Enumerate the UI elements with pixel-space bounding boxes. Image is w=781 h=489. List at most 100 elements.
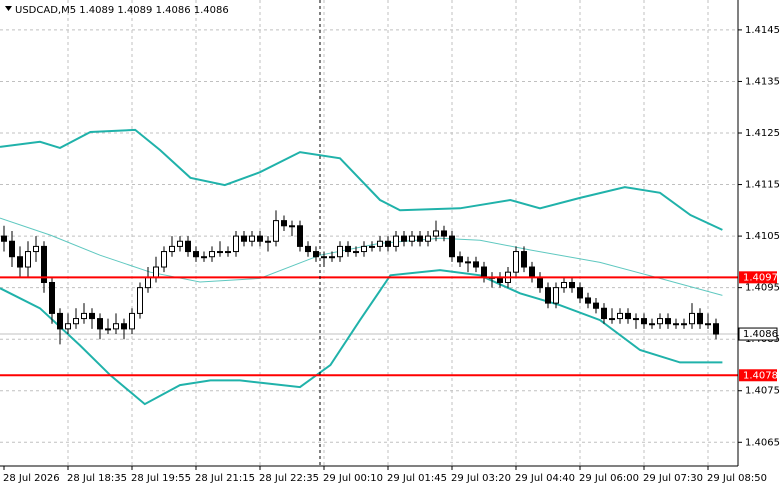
x-tick-label: 28 Jul 2026	[3, 473, 60, 484]
x-tick-label: 29 Jul 03:20	[451, 473, 511, 484]
candle-body	[321, 256, 327, 259]
candle-body	[281, 220, 287, 227]
candle-body	[185, 240, 191, 253]
candle-body	[705, 323, 711, 326]
candle-body	[681, 323, 687, 326]
candle-body	[449, 235, 455, 258]
candle-body	[609, 318, 615, 321]
x-tick-label: 29 Jul 06:00	[579, 473, 639, 484]
candle-body	[385, 240, 391, 247]
y-tick-label: 1.4135	[745, 76, 780, 87]
candle-body	[441, 230, 447, 237]
candle-body	[129, 312, 135, 330]
x-tick-label: 29 Jul 04:40	[515, 473, 575, 484]
x-tick-label: 28 Jul 21:15	[195, 473, 255, 484]
candle-body	[161, 251, 167, 268]
level-label: 1.4078	[743, 370, 778, 381]
candle-body	[625, 312, 631, 320]
y-tick-label: 1.4105	[745, 231, 780, 242]
candle-body	[137, 287, 143, 314]
candle-body	[465, 261, 471, 264]
candle-body	[145, 276, 151, 289]
level-label: 1.4097	[743, 272, 778, 283]
candle-body	[537, 276, 543, 289]
candle-body	[225, 251, 231, 254]
candle-body	[577, 287, 583, 299]
candle-body	[417, 235, 423, 242]
menu-triangle[interactable]	[5, 6, 12, 11]
y-tick-label: 1.4115	[745, 180, 780, 191]
candle-body	[73, 318, 79, 325]
candle-body	[617, 312, 623, 320]
candle-body	[201, 256, 207, 259]
bollinger-band	[0, 269, 723, 406]
price-label-box	[738, 327, 778, 341]
candle-body	[305, 245, 311, 253]
candle-body	[313, 251, 319, 258]
x-tick-label: 29 Jul 00:10	[323, 473, 383, 484]
candle-body	[209, 251, 215, 258]
candle-body	[545, 287, 551, 304]
level-label-box	[739, 271, 777, 284]
candle-body	[521, 251, 527, 268]
candle-body	[353, 251, 359, 254]
chart-title: USDCAD,M5 1.4089 1.4089 1.4086 1.4086	[15, 5, 229, 16]
level-label-box	[739, 369, 777, 382]
candle-body	[89, 312, 95, 320]
candle-body	[17, 256, 23, 268]
candle-body	[649, 323, 655, 326]
candle-body	[529, 266, 535, 278]
candle-body	[377, 240, 383, 247]
candle-body	[97, 318, 103, 330]
candle-body	[553, 287, 559, 304]
candle-body	[177, 240, 183, 247]
candle-body	[513, 251, 519, 273]
candle-body	[193, 251, 199, 258]
candle-body	[689, 312, 695, 325]
bollinger-band	[0, 128, 723, 231]
candle-body	[433, 230, 439, 237]
candle-body	[601, 307, 607, 320]
candle-body	[657, 318, 663, 325]
candle-body	[217, 251, 223, 254]
candle-body	[481, 266, 487, 278]
candle-body	[425, 235, 431, 242]
candle-body	[169, 245, 175, 253]
candle-body	[585, 297, 591, 304]
candle-body	[265, 240, 271, 243]
candle-body	[329, 256, 335, 259]
candle-body	[233, 235, 239, 253]
candle-body	[113, 323, 119, 330]
x-tick-label: 28 Jul 19:55	[131, 473, 191, 484]
candle-body	[409, 235, 415, 242]
candle-body	[121, 323, 127, 330]
candle-body	[713, 323, 719, 335]
candle-body	[273, 220, 279, 242]
candle-body	[297, 225, 303, 247]
candle-body	[369, 245, 375, 248]
candle-body	[65, 323, 71, 330]
candle-body	[633, 318, 639, 321]
candle-body	[41, 245, 47, 283]
grid	[0, 0, 738, 466]
candle-body	[337, 245, 343, 258]
candle-body	[561, 281, 567, 289]
candle-body	[1, 235, 7, 242]
x-tick-label: 28 Jul 22:35	[259, 473, 319, 484]
x-tick-label: 28 Jul 18:35	[67, 473, 127, 484]
candle-body	[673, 323, 679, 326]
candle-body	[345, 245, 351, 253]
candle-body	[473, 261, 479, 268]
price-label: 1.4086	[743, 329, 778, 340]
candle-body	[393, 235, 399, 247]
candle-body	[153, 266, 159, 278]
candle-body	[569, 281, 575, 289]
candle-body	[49, 281, 55, 314]
y-tick-label: 1.4095	[745, 283, 780, 294]
candle-body	[249, 235, 255, 242]
candle-body	[289, 225, 295, 228]
candle-body	[401, 235, 407, 242]
x-tick-label: 29 Jul 01:45	[387, 473, 447, 484]
candle-body	[697, 312, 703, 325]
